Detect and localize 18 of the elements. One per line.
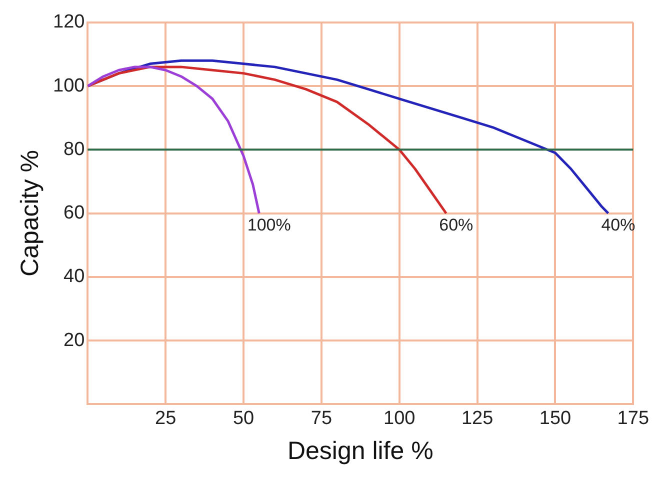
y-tick-label: 20	[64, 330, 85, 351]
x-tick-label: 75	[310, 408, 332, 429]
x-tick-label: 25	[155, 408, 176, 429]
x-tick-label: 50	[232, 408, 254, 429]
x-tick-label: 150	[539, 408, 572, 429]
x-tick-label: 175	[617, 408, 649, 429]
x-axis-title: Design life %	[287, 436, 434, 465]
y-tick-label: 100	[53, 75, 85, 96]
y-tick-label: 80	[64, 138, 85, 160]
series-label: 100%	[247, 215, 291, 234]
y-tick-label: 120	[53, 12, 85, 33]
y-tick-label: 40	[64, 266, 85, 288]
series-label: 60%	[439, 215, 474, 234]
x-tick-label: 125	[461, 408, 494, 429]
series-label: 40%	[601, 215, 636, 234]
y-axis-title: Capacity %	[16, 150, 44, 277]
y-tick-label: 60	[64, 202, 85, 224]
x-tick-label: 100	[384, 408, 416, 429]
